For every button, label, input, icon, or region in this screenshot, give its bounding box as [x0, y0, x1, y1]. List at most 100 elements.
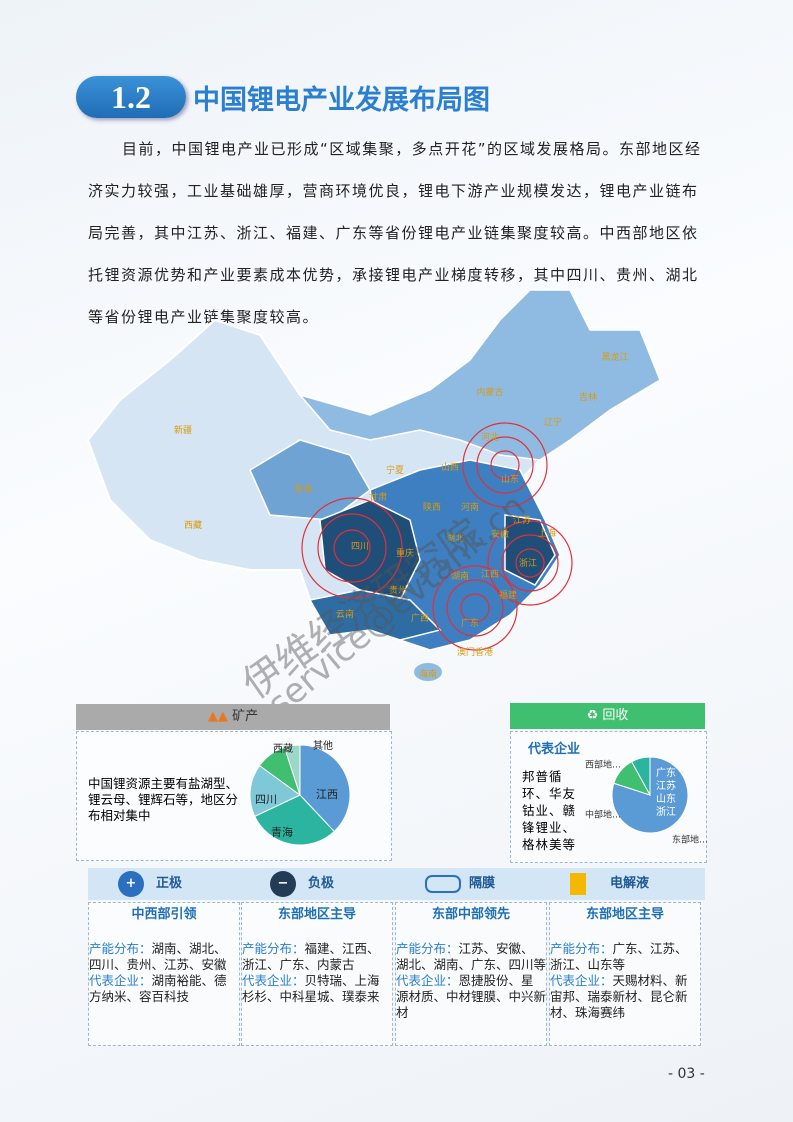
cluster-rings: [301, 422, 573, 651]
recycling-text: 邦普循环、华友钴业、赣锋锂业、格林美等: [522, 769, 577, 852]
province-label: 辽宁: [544, 416, 562, 428]
province-label: 四川: [351, 542, 369, 552]
text: 贝特瑞、上海杉杉、中科星城、璞泰来: [242, 973, 380, 1004]
province-label: 广西: [411, 612, 429, 624]
label: 代表企业：: [550, 973, 613, 988]
province-label: 宁夏: [386, 464, 404, 476]
province-label: 湖北: [446, 533, 464, 544]
label: 产能分布：: [242, 941, 305, 956]
hainan: [414, 663, 442, 681]
pie-inner-label: 浙江: [656, 806, 676, 818]
province-label: 福建: [499, 589, 517, 601]
province-label: 新疆: [174, 424, 192, 436]
province-label: 海南: [419, 668, 437, 680]
province-label: 江西: [481, 569, 499, 580]
pie-slice: [299, 744, 351, 833]
province-label: 青海: [294, 483, 312, 495]
province-label: 云南: [336, 608, 354, 620]
mining-header: ▲▲ 矿产: [76, 704, 390, 730]
mining-title: 矿产: [232, 709, 259, 724]
capacity: 产能分布：湖南、湖北、四川、贵州、江苏、安徽: [89, 941, 239, 973]
title: 隔膜: [469, 876, 496, 891]
province-label: 浙江: [519, 557, 537, 569]
text: 湖南裕能、德方纳米、容百科技: [89, 973, 227, 1004]
title: 负极: [308, 876, 335, 891]
heading: 东部中部领先: [431, 907, 510, 922]
text: 湖南、湖北、四川、贵州、江苏、安徽: [89, 941, 227, 972]
pie-label: 中部地…: [585, 809, 621, 821]
page-number: - 03 -: [668, 1066, 705, 1082]
pie-inner-label: 江苏: [656, 779, 676, 792]
section-number: 1.2: [76, 76, 186, 118]
pie-label: 西藏: [273, 743, 293, 755]
province-label: 安徽: [491, 528, 509, 540]
pie-label: 青海: [271, 825, 293, 839]
province-label: 甘肃: [369, 491, 387, 503]
heading: 东部地区主导: [277, 907, 356, 922]
pie-label: 其他: [313, 739, 333, 752]
pie-inner-label: 山东: [656, 792, 676, 805]
province-label: 澳门香港: [457, 646, 493, 658]
province-label: 西藏: [184, 519, 202, 531]
capacity: 产能分布：福建、江西、浙江、广东、内蒙古: [242, 941, 392, 973]
province-label: 吉林: [579, 391, 597, 403]
column-title: 隔膜: [425, 868, 495, 900]
label: 代表企业：: [242, 973, 305, 988]
label: 产能分布：: [89, 941, 152, 956]
heading: 东部地区主导: [585, 907, 664, 922]
pie-slice: [631, 756, 651, 796]
pie-label: 四川: [255, 793, 277, 806]
column: 东部地区主导 产能分布：广东、江苏、浙江、山东等 代表企业：天赐材料、新宙邦、瑞…: [549, 902, 701, 1046]
province-label: 广东: [461, 617, 479, 629]
recycling-heading: 代表企业: [528, 742, 581, 757]
recycling-header: ♻ 回收: [510, 703, 705, 729]
paragraph: 目前，中国锂电产业已形成“区域集聚，多点开花”的区域发展格局。东部地区经济实力较…: [88, 140, 702, 326]
capacity: 产能分布：广东、江苏、浙江、山东等: [550, 941, 700, 973]
north-region: [297, 289, 661, 461]
province-label: 内蒙古: [476, 386, 503, 398]
column: 中西部引领 产能分布：湖南、湖北、四川、贵州、江苏、安徽 代表企业：湖南裕能、德…: [88, 902, 240, 1046]
province-label: 山西: [441, 462, 459, 473]
column: 东部中部领先 产能分布：江苏、安徽、湖北、湖南、广东、四川等 代表企业：恩捷股份…: [395, 902, 547, 1046]
component-bar: [88, 868, 705, 900]
label: 产能分布：: [396, 941, 459, 956]
province-label: 上海: [538, 527, 556, 539]
recycling-title: 回收: [602, 708, 629, 723]
province-label: 河北: [481, 431, 499, 443]
text: 广东、江苏、浙江、山东等: [550, 941, 688, 972]
label: 代表企业：: [89, 973, 152, 988]
companies: 代表企业：湖南裕能、德方纳米、容百科技: [89, 973, 239, 1005]
column-title: − 负极: [270, 868, 334, 900]
section-title: 中国锂电产业发展布局图: [193, 85, 490, 116]
province-label: 江苏: [513, 514, 531, 526]
companies: 代表企业：天赐材料、新宙邦、瑞泰新材、昆仑新材、珠海赛纬: [550, 973, 700, 1021]
pie-label: 西部地…: [585, 759, 621, 771]
column-title: + 正极: [118, 868, 182, 900]
companies: 代表企业：恩捷股份、星源材质、中材锂膜、中兴新材: [396, 973, 546, 1021]
heading: 中西部引领: [131, 907, 197, 922]
label: 产能分布：: [550, 941, 613, 956]
companies: 代表企业：贝特瑞、上海杉杉、中科星城、璞泰来: [242, 973, 392, 1005]
province-label: 河南: [461, 501, 479, 513]
pie-inner-label: 广东: [656, 766, 676, 779]
yunnan-guizhou: [308, 589, 442, 641]
province-label: 陕西: [423, 501, 441, 513]
jiangsu-zhejiang: [504, 514, 556, 586]
pie-label: 东部地…: [672, 834, 708, 846]
province-label: 重庆: [396, 547, 414, 559]
title: 电解液: [610, 876, 650, 891]
text: 恩捷股份、星源材质、中材锂膜、中兴新材: [396, 973, 547, 1020]
mining-text: 中国锂资源主要有盐湖型、锂云母、锂辉石等，地区分布相对集中: [88, 776, 239, 823]
text: 福建、江西、浙江、广东、内蒙古: [242, 941, 380, 972]
capacity: 产能分布：江苏、安徽、湖北、湖南、广东、四川等: [396, 941, 546, 973]
label: 代表企业：: [396, 973, 459, 988]
pie-slice: [283, 744, 301, 796]
province-label: 黑龙江: [601, 351, 628, 363]
column-title: 电解液: [570, 868, 649, 900]
text: 江苏、安徽、湖北、湖南、广东、四川等: [396, 941, 547, 972]
pie-label: 江西: [316, 788, 338, 801]
province-label: 山东: [501, 473, 519, 485]
